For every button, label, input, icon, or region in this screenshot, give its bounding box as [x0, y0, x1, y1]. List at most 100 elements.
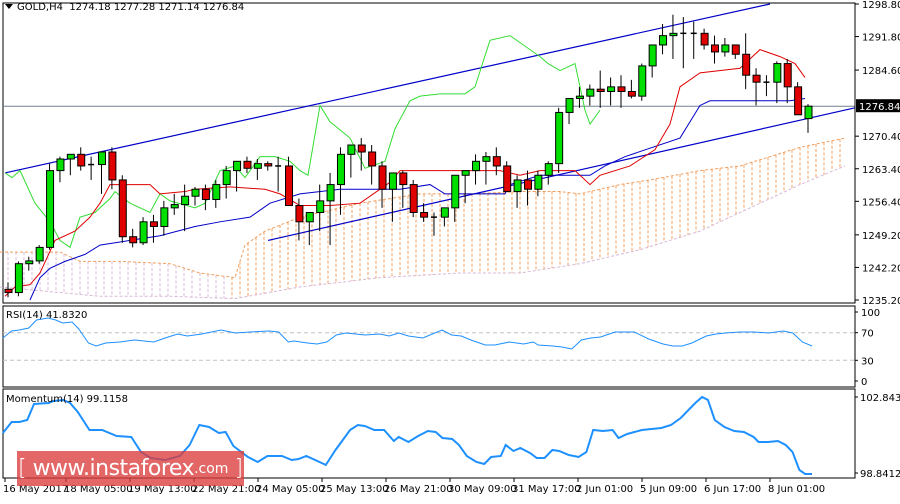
candle: [4, 288, 13, 294]
price-tick: 1263.40: [862, 165, 900, 176]
time-tick: 22 May 21:00: [192, 484, 261, 495]
price-tick: 1284.60: [862, 66, 900, 77]
price-tick: 1242.20: [862, 263, 900, 274]
candle: [56, 158, 65, 172]
time-tick: 2 Jun 01:00: [576, 484, 633, 495]
rsi-line: [2, 317, 813, 350]
candle: [253, 163, 262, 169]
price-tick: 1298.80: [862, 0, 900, 11]
candle: [420, 212, 429, 218]
candle: [129, 236, 138, 244]
time-tick: 19 May 13:00: [128, 484, 197, 495]
candle: [77, 153, 86, 167]
channel-lower-line[interactable]: [267, 107, 856, 242]
candle: [14, 263, 23, 294]
candle: [659, 35, 668, 46]
candle: [212, 184, 221, 200]
candle: [565, 97, 574, 113]
price-tick: 1270.40: [862, 132, 900, 143]
candle: [25, 260, 34, 265]
candle: [804, 105, 813, 120]
candle: [503, 165, 512, 193]
time-tick: 6 Jun 17:00: [704, 484, 761, 495]
candle: [752, 74, 761, 83]
candle: [534, 174, 543, 190]
price-axis: 1298.80 1291.80 1284.60 1276.84 1270.40 1263.…: [854, 0, 900, 307]
momentum-tick: 102.8432: [860, 393, 900, 404]
candle: [139, 221, 148, 244]
candle: [388, 172, 397, 190]
candle: [357, 144, 366, 153]
candle: [336, 153, 345, 186]
price-tick: 1249.20: [862, 231, 900, 242]
candle: [555, 111, 564, 165]
candle: [575, 95, 584, 99]
price-tick: 1235.20: [862, 296, 900, 307]
candle: [617, 86, 626, 92]
candle: [181, 195, 190, 206]
candle: [669, 32, 678, 37]
candle: [472, 160, 481, 172]
dropdown-arrow-icon[interactable]: [5, 4, 13, 9]
time-tick: 5 Jun 09:00: [640, 484, 697, 495]
momentum-label: Momentum(14) 99.1158: [6, 394, 129, 405]
candle: [149, 221, 158, 227]
candle: [710, 44, 719, 53]
time-tick: 26 May 21:00: [384, 484, 453, 495]
candle: [295, 205, 304, 223]
candle: [638, 65, 647, 97]
candle: [440, 207, 449, 218]
candle: [285, 165, 294, 207]
watermark-site: www.instaforex: [32, 456, 195, 481]
price-tick: 1256.40: [862, 197, 900, 208]
candle: [160, 207, 169, 227]
candle: [482, 156, 491, 162]
candle: [222, 170, 231, 186]
candle: [46, 170, 55, 248]
rsi-panel: [2, 305, 856, 388]
price-tick: 1291.80: [862, 33, 900, 44]
chikou-span-line: [4, 35, 601, 249]
candle: [170, 204, 179, 209]
candle: [523, 179, 532, 190]
rsi-tick: 100: [861, 308, 880, 319]
watermark-tld: .com: [194, 460, 229, 477]
candle: [731, 44, 740, 55]
rsi-tick: 30: [861, 356, 874, 367]
watermark-open-bracket: [: [17, 456, 27, 481]
candle: [544, 163, 553, 176]
candle: [596, 88, 605, 92]
candle: [368, 151, 377, 167]
time-tick: 8 Jun 01:00: [768, 484, 825, 495]
candle: [66, 153, 75, 160]
momentum-tick: 98.8412: [860, 469, 900, 480]
time-tick: 18 May 05:00: [64, 484, 133, 495]
rsi-tick: 70: [861, 329, 874, 340]
time-tick: 31 May 17:00: [512, 484, 581, 495]
time-tick: 16 May 2017: [3, 484, 68, 495]
current-price-label: 1276.84: [859, 102, 900, 113]
momentum-axis: 102.8432 98.8412: [854, 389, 900, 480]
time-tick: 30 May 09:00: [448, 484, 517, 495]
candle: [783, 63, 792, 88]
candle: [607, 86, 616, 92]
candle: [409, 184, 418, 214]
candle: [492, 156, 501, 167]
candlesticks: [4, 14, 813, 298]
candle: [326, 184, 335, 202]
candle: [721, 44, 730, 53]
watermark-close-bracket: ]: [234, 456, 244, 481]
candle: [118, 179, 127, 238]
candle: [108, 151, 117, 181]
candle: [700, 32, 709, 46]
time-tick: 25 May 13:00: [320, 484, 389, 495]
channel-upper-line[interactable]: [4, 3, 771, 174]
candle: [627, 90, 636, 97]
chart-title[interactable]: GOLD,H4 1274.18 1277.28 1271.14 1276.84: [5, 2, 244, 13]
candle: [378, 165, 387, 190]
rsi-tick: 0: [861, 377, 867, 388]
candle: [773, 63, 782, 83]
